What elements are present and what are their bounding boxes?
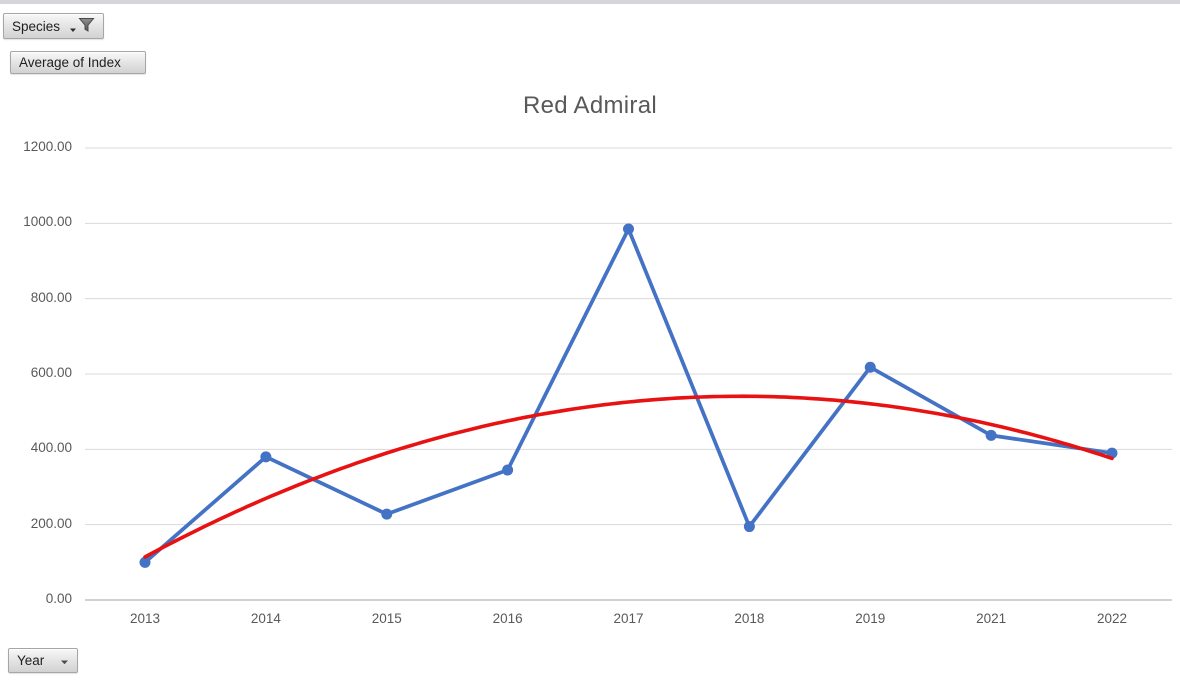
filter-funnel-icon: [78, 17, 95, 36]
data-point-marker[interactable]: [260, 451, 272, 463]
data-point-marker[interactable]: [623, 223, 634, 235]
data-point-marker[interactable]: [743, 521, 755, 533]
y-axis-tick-label: 600.00: [30, 365, 72, 380]
y-axis-tick-label: 0.00: [45, 591, 72, 606]
species-filter-label: Species: [12, 18, 61, 34]
year-dropdown-icons: [60, 653, 69, 668]
x-axis-tick-label: 2016: [492, 611, 523, 626]
data-point-marker[interactable]: [502, 464, 514, 476]
series-line: [143, 227, 1114, 565]
year-axis-field-button[interactable]: Year: [8, 648, 78, 673]
species-filter-icons: [69, 17, 95, 36]
value-field-button[interactable]: Average of Index: [10, 51, 146, 74]
x-axis-tick-label: 2022: [1096, 611, 1128, 626]
y-axis-tick-label: 400.00: [30, 440, 72, 456]
x-axis-tick-label: 2015: [371, 611, 402, 626]
y-axis-tick-label: 200.00: [30, 515, 72, 531]
chart-title: Red Admiral: [522, 92, 658, 119]
data-point-marker[interactable]: [381, 508, 393, 520]
y-axis-tick-label: 800.00: [30, 289, 72, 305]
x-axis-tick-label: 2021: [976, 611, 1007, 626]
species-filter-button[interactable]: Species: [3, 13, 104, 39]
chevron-down-icon: [60, 653, 69, 668]
data-point-marker[interactable]: [864, 361, 876, 373]
data-point-marker[interactable]: [985, 429, 997, 441]
y-axis-tick-label: 1000.00: [23, 214, 72, 230]
x-axis-tick-label: 2014: [250, 611, 281, 626]
x-axis-tick-label: 2018: [734, 611, 765, 626]
y-axis-tick-label: 1200.00: [23, 139, 72, 154]
year-axis-field-label: Year: [17, 653, 45, 668]
x-axis-tick-label: 2013: [129, 611, 161, 626]
data-point-marker[interactable]: [139, 556, 151, 568]
polynomial-trendline: [143, 394, 1114, 559]
value-field-label: Average of Index: [19, 55, 121, 70]
chevron-down-icon: [69, 21, 77, 36]
x-axis-tick-label: 2019: [855, 611, 886, 626]
window-top-edge: [0, 0, 1180, 4]
x-axis-tick-label: 2017: [613, 611, 644, 626]
